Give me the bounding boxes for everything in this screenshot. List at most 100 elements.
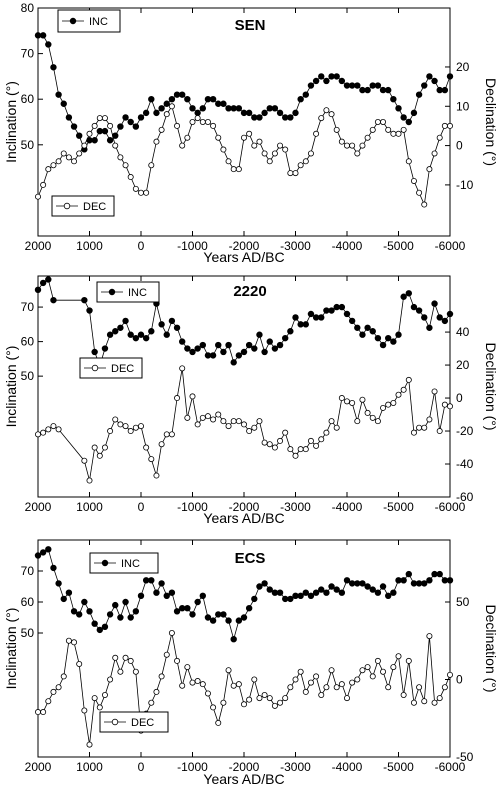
dec-data-point: [189, 393, 196, 400]
inc-tick-label: 70: [21, 564, 35, 578]
inc-data-point: [142, 109, 150, 117]
inc-data-point: [276, 341, 284, 349]
inc-data-point: [379, 583, 387, 590]
dec-data-point: [91, 444, 98, 451]
dec-data-point: [405, 376, 412, 383]
dec-data-point: [282, 695, 289, 702]
dec-data-point: [359, 142, 366, 149]
dec-data-point: [240, 421, 247, 428]
inc-data-point: [421, 314, 428, 321]
dec-data-point: [400, 386, 407, 393]
x-tick-label: 0: [138, 760, 145, 774]
inc-data-point: [338, 303, 346, 311]
x-tick-label: -1000: [177, 760, 208, 774]
inc-data-point: [426, 324, 433, 331]
inc-data-point: [292, 314, 299, 321]
dec-data-point: [349, 679, 356, 686]
inc-data-point: [282, 334, 289, 342]
dec-data-point: [137, 189, 144, 196]
dec-data-point: [96, 452, 103, 459]
inc-data-point: [55, 91, 62, 98]
dec-data-point: [343, 142, 350, 149]
dec-data-point: [179, 365, 186, 372]
dec-data-point: [40, 429, 47, 436]
dec-data-point: [328, 667, 335, 674]
dec-data-point: [256, 418, 263, 425]
inc-data-point: [369, 586, 376, 593]
dec-data-point: [282, 429, 289, 436]
dec-data-point: [122, 162, 129, 169]
dec-data-point: [374, 418, 381, 425]
inc-data-point: [168, 317, 176, 325]
dec-data-point: [179, 682, 186, 689]
x-tick-label: 1000: [76, 760, 103, 774]
dec-data-point: [174, 122, 181, 129]
dec-data-point: [81, 707, 88, 714]
dec-data-point: [400, 692, 407, 699]
x-tick-label: -6000: [435, 760, 466, 774]
inc-data-point: [297, 95, 304, 103]
dec-data-point: [137, 423, 144, 430]
dec-data-point: [246, 428, 253, 435]
dec-data-point: [395, 653, 402, 660]
dec-data-point: [354, 676, 361, 683]
dec-data-point: [184, 414, 191, 421]
inc-data-point: [148, 328, 155, 335]
inc-data-point: [70, 123, 78, 130]
dec-data-point: [127, 174, 134, 181]
dec-data-point: [101, 115, 108, 122]
dec-data-point: [194, 115, 201, 122]
inc-data-point: [436, 570, 443, 578]
x-tick-label: -3000: [280, 500, 311, 514]
inc-data-point: [343, 577, 351, 584]
dec-data-point: [313, 673, 320, 680]
dec-tick-label: 0: [456, 139, 463, 153]
x-tick-label: -4000: [332, 500, 363, 514]
dec-data-point: [380, 668, 387, 675]
inc-data-point: [230, 636, 237, 643]
inc-data-point: [112, 601, 119, 609]
dec-data-point: [168, 431, 175, 438]
legend-label: DEC: [83, 201, 106, 213]
inc-data-point: [266, 586, 273, 593]
inc-data-point: [127, 331, 134, 338]
inc-data-point: [400, 114, 407, 121]
dec-data-point: [416, 424, 423, 431]
dec-data-point: [364, 134, 371, 141]
dec-data-point: [220, 418, 227, 425]
inc-data-point: [240, 614, 248, 621]
dec-data-point: [112, 654, 119, 661]
dec-data-point: [292, 170, 299, 177]
dec-data-point: [395, 391, 402, 398]
inc-data-point: [45, 276, 52, 283]
inc-data-point: [245, 605, 253, 612]
inc-data-point: [431, 77, 438, 85]
inc-data-point: [276, 109, 284, 117]
inc-data-point: [163, 331, 170, 338]
inc-data-point: [60, 100, 67, 107]
inc-data-point: [75, 611, 83, 618]
dec-data-point: [374, 119, 381, 126]
dec-data-point: [55, 426, 62, 433]
legend-box: [89, 552, 159, 574]
dec-data-point: [374, 657, 381, 664]
dec-data-point: [86, 477, 93, 484]
dec-tick-label: 0: [456, 673, 463, 687]
inc-tick-label: 80: [21, 1, 35, 15]
dec-data-point: [380, 119, 387, 126]
dec-data-point: [96, 115, 103, 122]
inc-data-point: [323, 589, 330, 596]
legend-marker-open: [111, 718, 119, 726]
dec-data-point: [158, 673, 165, 680]
dec-data-point: [333, 424, 340, 431]
dec-data-point: [96, 704, 103, 711]
inc-data-point: [209, 617, 217, 624]
dec-data-point: [101, 692, 108, 699]
dec-data-point: [117, 668, 124, 675]
legend-label: DEC: [111, 363, 134, 375]
inc-data-point: [50, 64, 57, 71]
dec-data-point: [313, 442, 320, 449]
dec-data-point: [307, 437, 314, 444]
dec-data-point: [132, 424, 139, 431]
